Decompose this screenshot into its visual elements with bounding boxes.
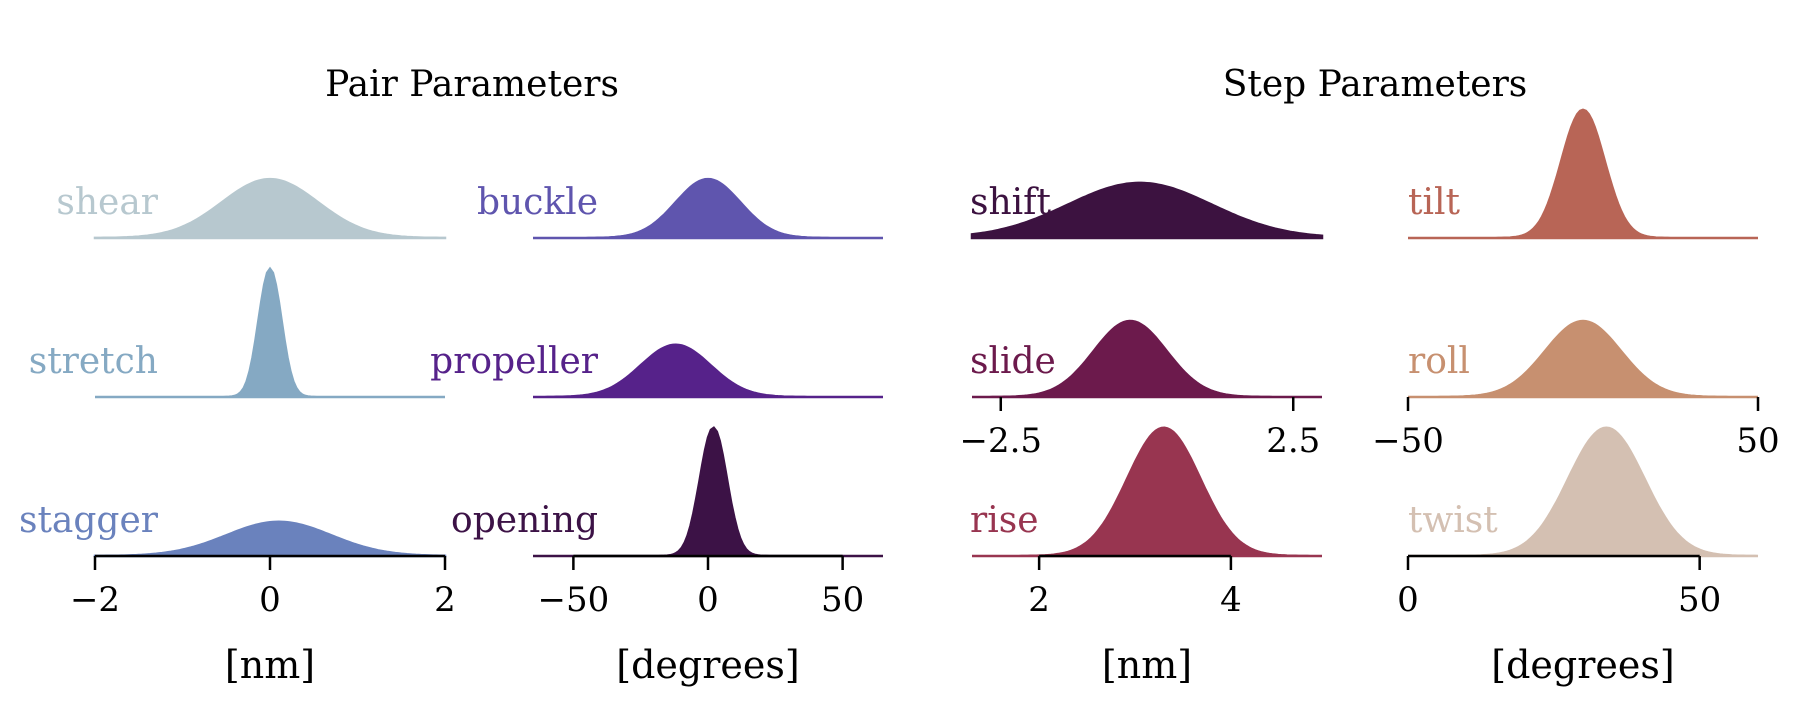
- tick-label-step-deg-r1-0: −50: [1372, 421, 1444, 461]
- ridge-stretch: [95, 266, 445, 399]
- ridge-roll: [1408, 319, 1758, 399]
- panel-pair-deg: buckle propeller opening −50 0 50 [degrees]: [430, 177, 891, 687]
- ridge-shift: [970, 181, 1324, 240]
- row-label-roll: roll: [1408, 341, 1470, 382]
- tick-label-step-deg-r2-0: 0: [1397, 580, 1419, 620]
- ridge-shear: [93, 177, 447, 240]
- tick-label-step-nm-r2-1: 4: [1220, 580, 1242, 620]
- title-step-parameters: Step Parameters: [1223, 64, 1528, 105]
- panel-pair-nm: shear stretch stagger −2 0 2 [nm]: [19, 177, 456, 687]
- title-pair-parameters: Pair Parameters: [325, 64, 619, 105]
- ridge-propeller: [533, 343, 883, 399]
- ridge-slide: [972, 319, 1322, 399]
- ridge-tilt: [1408, 108, 1758, 240]
- tick-label-step-nm-r1-0: −2.5: [959, 421, 1042, 461]
- ridge-stagger: [93, 520, 447, 558]
- tick-label-pair-deg-r2-1: 0: [697, 580, 719, 620]
- panel-step-nm: shift slide rise −2.5 2.5 2 4 [nm]: [959, 181, 1330, 687]
- row-label-twist: twist: [1408, 500, 1498, 541]
- unit-label-pair-deg: [degrees]: [616, 643, 799, 687]
- row-label-stretch: stretch: [29, 341, 158, 382]
- row-label-opening: opening: [451, 500, 598, 541]
- row-label-rise: rise: [970, 500, 1039, 541]
- tick-label-pair-nm-r2-0: −2: [70, 580, 120, 620]
- tick-label-step-nm-r1-1: 2.5: [1266, 421, 1320, 461]
- row-label-shear: shear: [56, 182, 158, 223]
- row-label-propeller: propeller: [430, 341, 599, 382]
- row-label-tilt: tilt: [1408, 182, 1460, 223]
- tick-label-pair-nm-r2-2: 2: [434, 580, 456, 620]
- plot-area: shear stretch stagger −2 0 2 [nm] buckle propell…: [19, 108, 1780, 687]
- row-label-shift: shift: [970, 182, 1051, 223]
- tick-label-step-nm-r2-0: 2: [1028, 580, 1050, 620]
- ridge-rise: [972, 426, 1322, 558]
- tick-label-pair-deg-r2-0: −50: [538, 580, 610, 620]
- unit-label-step-nm: [nm]: [1102, 643, 1192, 687]
- tick-label-step-deg-r1-1: 50: [1736, 421, 1779, 461]
- row-label-slide: slide: [970, 341, 1056, 382]
- tick-label-pair-nm-r2-1: 0: [259, 580, 281, 620]
- ridge-buckle: [533, 177, 883, 240]
- row-label-stagger: stagger: [19, 500, 159, 541]
- unit-label-pair-nm: [nm]: [225, 643, 315, 687]
- tick-label-pair-deg-r2-2: 50: [821, 580, 864, 620]
- row-label-buckle: buckle: [477, 182, 598, 223]
- tick-label-step-deg-r2-1: 50: [1678, 580, 1721, 620]
- unit-label-step-deg: [degrees]: [1491, 643, 1674, 687]
